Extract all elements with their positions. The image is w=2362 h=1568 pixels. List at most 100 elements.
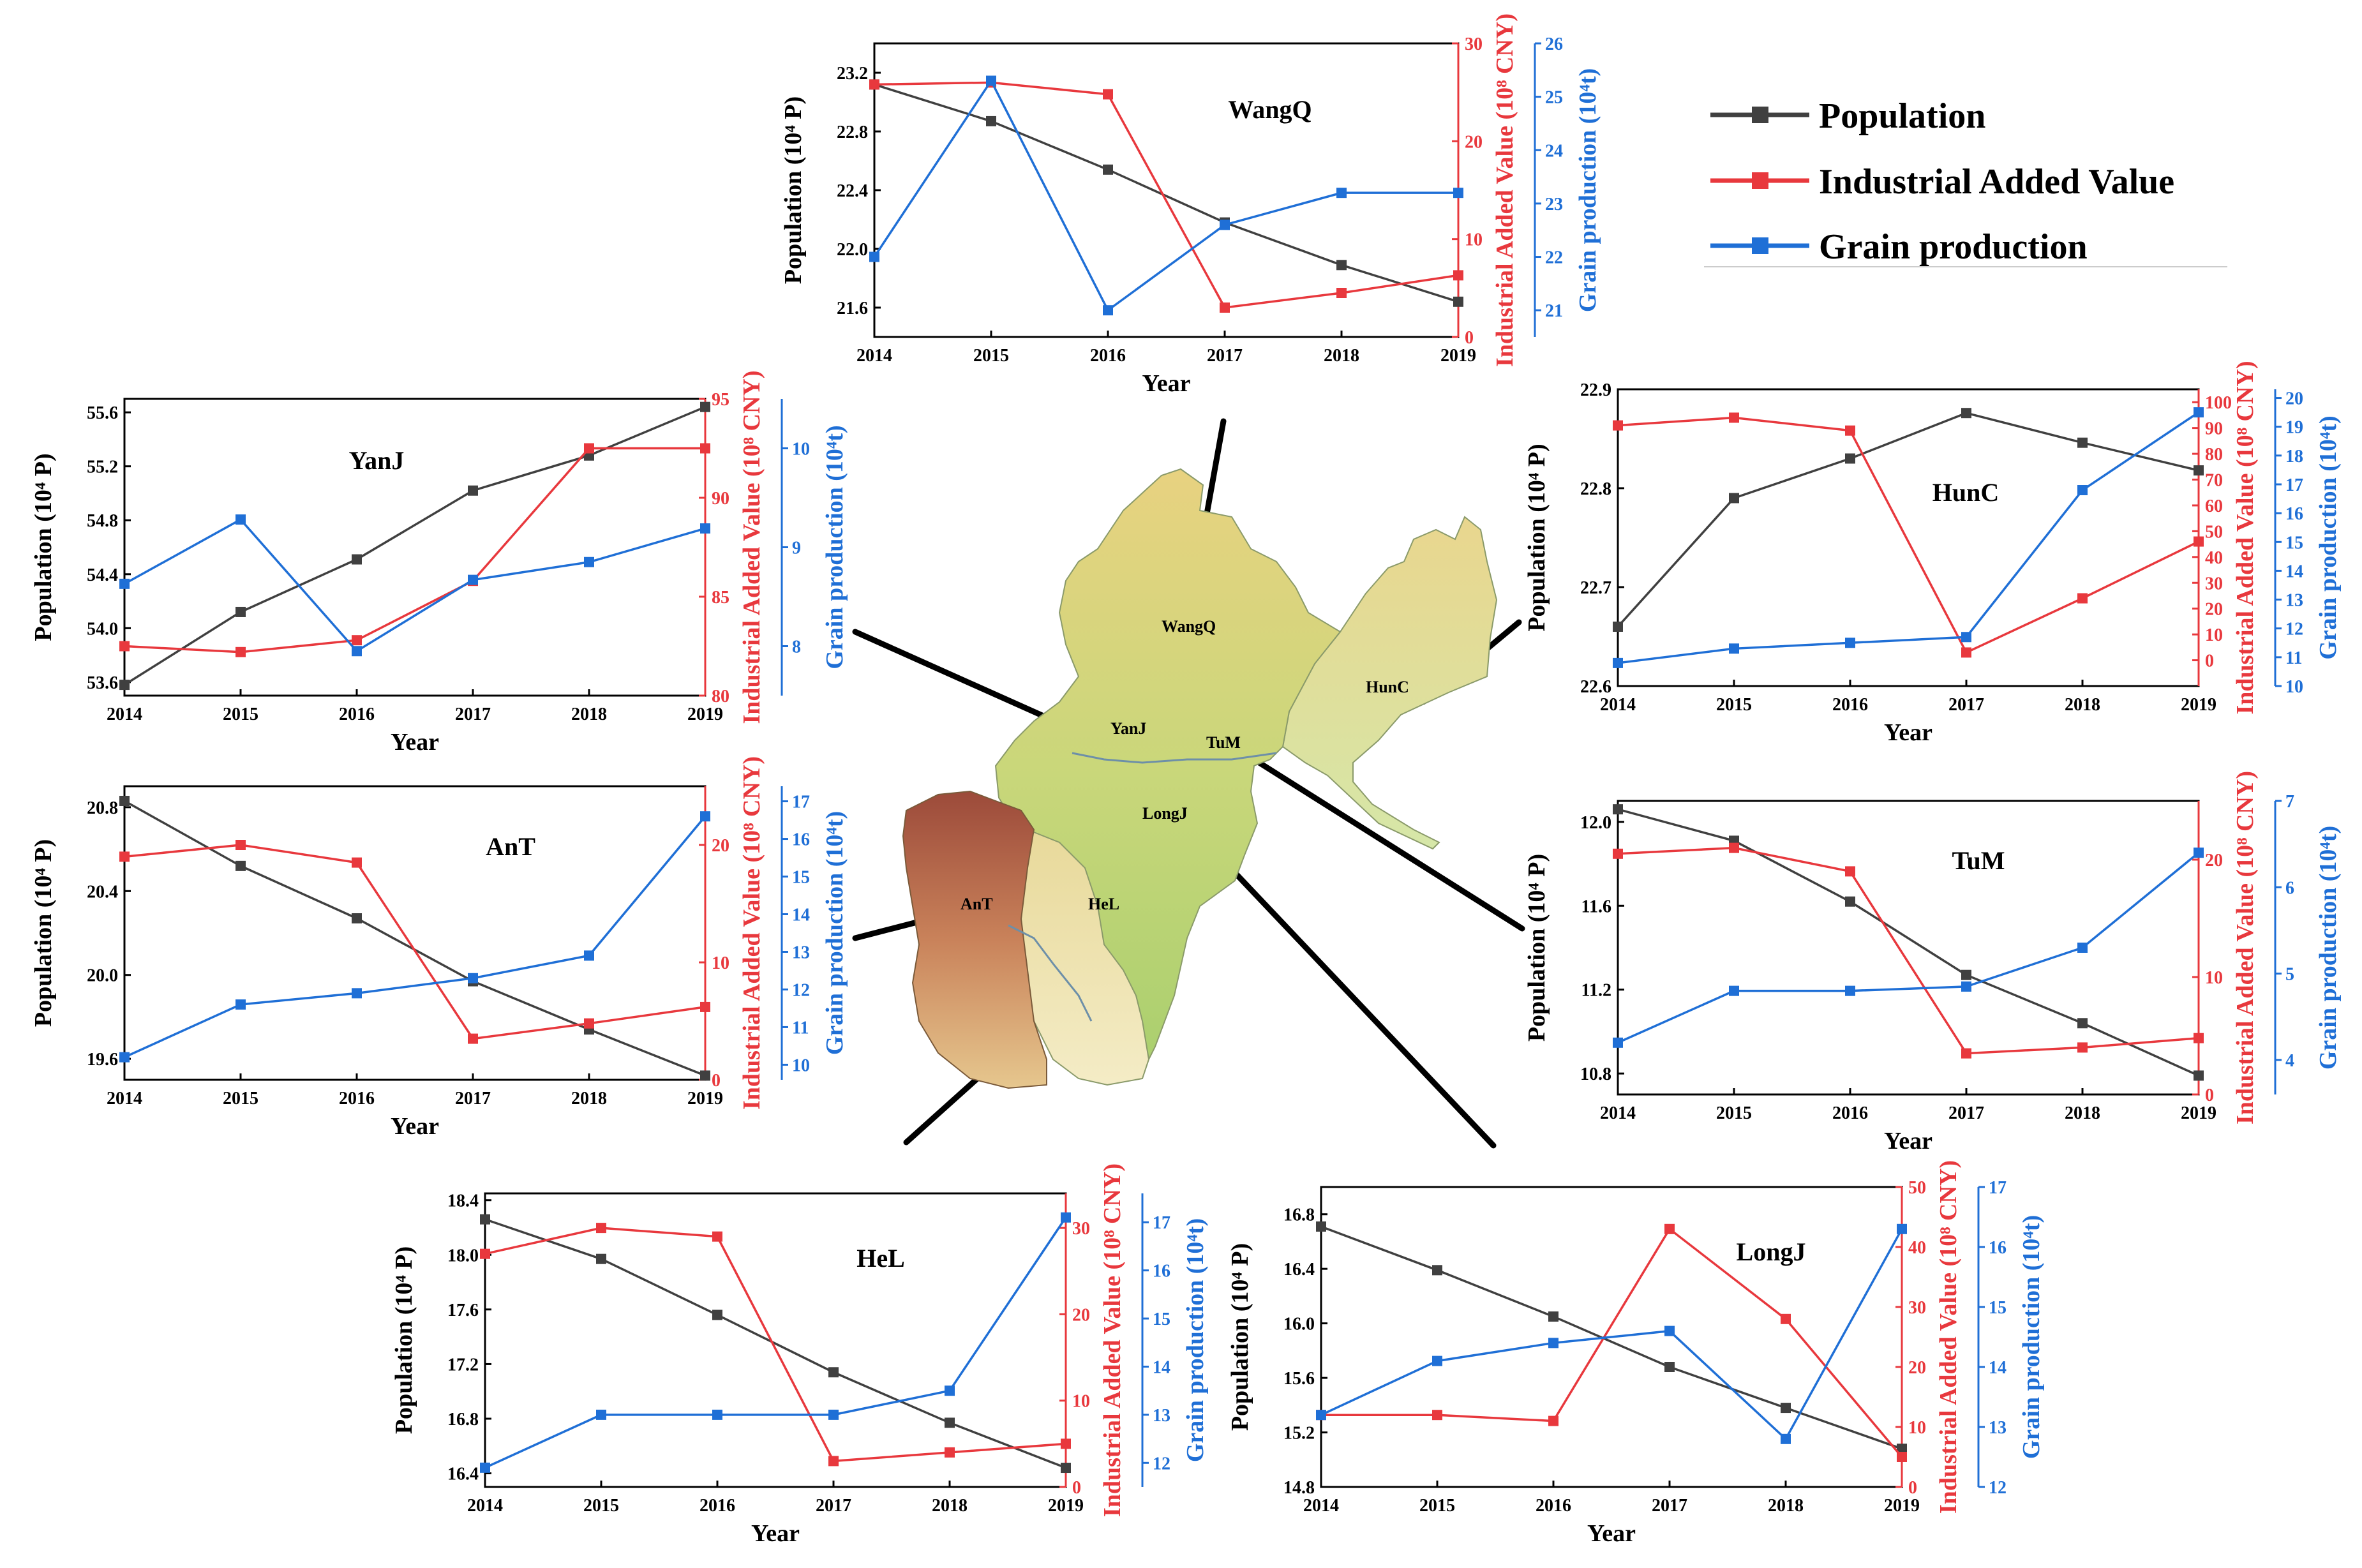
x-tick-label: 2018 [571, 705, 607, 724]
series-point-grain [1103, 305, 1113, 316]
series-point-population [235, 860, 246, 871]
series-line-grain [124, 816, 706, 1059]
grain-tick-label: 21 [1545, 301, 1563, 321]
iav-axis-label: Industrial Added Value (10⁸ CNY) [2232, 771, 2259, 1124]
pop-tick-label: 18.0 [447, 1246, 479, 1266]
series-point-grain [1729, 985, 1739, 996]
grain-axis-label: Grain production (10⁴t) [1574, 68, 1601, 312]
series-line-grain [1320, 1228, 1903, 1441]
series-point-population [1845, 453, 1855, 464]
series-point-population [596, 1253, 606, 1264]
grain-axis-label: Grain production (10⁴t) [2315, 826, 2342, 1070]
grain-tick-label: 8 [792, 638, 801, 657]
x-tick-label: 2017 [816, 1496, 851, 1516]
pop-tick-label: 16.4 [447, 1465, 479, 1484]
x-tick-label: 2014 [1303, 1496, 1339, 1516]
series-point-population [712, 1310, 722, 1320]
series-point-population [480, 1214, 490, 1225]
pop-tick-label: 22.4 [837, 181, 868, 201]
pop-tick-label: 20.8 [87, 798, 118, 818]
iav-tick-label: 10 [2205, 968, 2223, 988]
iav-tick-label: 10 [1908, 1418, 1926, 1438]
chart-title: AnT [486, 832, 535, 861]
series-point-population [468, 485, 478, 496]
series-point-iav [712, 1231, 722, 1242]
chart-tum: 2014 2015 2016 2017 2018 2019 Year 10.8 11.2 11.6… [1523, 771, 2342, 1154]
plot-frame [484, 1192, 1067, 1488]
series-point-grain [235, 999, 246, 1010]
x-tick-label: 2015 [583, 1496, 619, 1516]
x-axis-label: Year [391, 729, 439, 756]
grain-tick-label: 10 [2285, 677, 2303, 697]
grain-tick-label: 16 [1153, 1262, 1170, 1281]
series-point-iav [235, 646, 246, 657]
grain-axis-label: Grain production (10⁴t) [821, 425, 848, 669]
connector-tum [1251, 756, 1525, 932]
x-tick-label: 2014 [1600, 1103, 1636, 1123]
grain-tick-label: 22 [1545, 248, 1563, 268]
series-point-iav [596, 1223, 606, 1234]
chart-ant: 2014 2015 2016 2017 2018 2019Year19.620.020.4… [30, 756, 848, 1140]
series-point-iav [1961, 647, 1971, 658]
grain-tick-label: 24 [1545, 141, 1563, 161]
chart-title: TuM [1952, 846, 2005, 875]
series-point-grain [468, 574, 478, 585]
series-point-iav [1061, 1438, 1071, 1449]
grain-tick-label: 10 [792, 440, 810, 459]
series-point-iav [945, 1447, 955, 1458]
grain-tick-label: 16 [792, 830, 810, 850]
grain-tick-label: 6 [2285, 878, 2294, 898]
grain-tick-label: 23 [1545, 195, 1563, 214]
pop-tick-label: 23.2 [837, 64, 868, 84]
pop-tick-label: 16.8 [1283, 1206, 1315, 1225]
grain-tick-label: 18 [2285, 447, 2303, 467]
x-tick-label: 2014 [1600, 695, 1636, 715]
grain-tick-label: 15 [1153, 1310, 1170, 1329]
series-point-grain [584, 950, 594, 961]
legend-item-population: Population [1710, 96, 1985, 136]
series-point-grain [352, 646, 362, 657]
grain-tick-label: 7 [2285, 792, 2294, 812]
pop-tick-label: 16.4 [1283, 1260, 1315, 1280]
chart-title: HunC [1932, 478, 1999, 507]
series-point-iav [1729, 842, 1739, 853]
x-tick-label: 2018 [571, 1089, 607, 1109]
map-region-ant [902, 790, 1047, 1089]
iav-axis-label: Industrial Added Value (10⁸ CNY) [738, 756, 765, 1110]
series-point-population [1103, 164, 1113, 175]
x-axis-label: Year [1884, 1128, 1932, 1154]
map-label-hunc: HunC [1366, 678, 1409, 696]
series-line-grain [484, 1216, 1067, 1469]
series-point-grain [480, 1462, 490, 1473]
iav-tick-label: 0 [2205, 652, 2214, 671]
series-point-population [1432, 1265, 1442, 1276]
pop-tick-label: 22.9 [1580, 380, 1611, 400]
series-point-grain [1664, 1325, 1675, 1336]
iav-tick-label: 90 [2205, 419, 2223, 439]
iav-tick-label: 95 [712, 390, 729, 410]
iav-tick-label: 100 [2205, 393, 2232, 413]
plot-frame [873, 42, 1460, 338]
pop-tick-label: 55.6 [87, 403, 118, 423]
series-point-grain [828, 1409, 839, 1420]
legend-marker-iav [1752, 172, 1768, 189]
map-label-hel: HeL [1088, 895, 1119, 913]
series-point-grain [119, 578, 130, 589]
pop-tick-label: 55.2 [87, 458, 118, 477]
series-point-iav [1336, 288, 1347, 298]
series-line-iav [874, 81, 1459, 309]
pop-tick-label: 16.8 [447, 1410, 479, 1430]
series-point-iav [2077, 593, 2088, 604]
series-point-iav [352, 635, 362, 646]
iav-tick-label: 10 [1072, 1392, 1090, 1412]
x-tick-label: 2017 [1652, 1496, 1687, 1516]
series-point-iav [480, 1248, 490, 1259]
series-point-grain [700, 523, 710, 534]
legend: Population Industrial Added Value Grain … [1704, 96, 2227, 267]
series-point-grain [1220, 220, 1230, 230]
series-point-population [2077, 1018, 2088, 1029]
iav-tick-label: 0 [712, 1071, 721, 1091]
charts: 2014 2015 2016 2017 2018 2019Year21.622.022.4… [30, 13, 2342, 1547]
series-point-population [1316, 1221, 1326, 1232]
iav-tick-label: 20 [1072, 1305, 1090, 1325]
